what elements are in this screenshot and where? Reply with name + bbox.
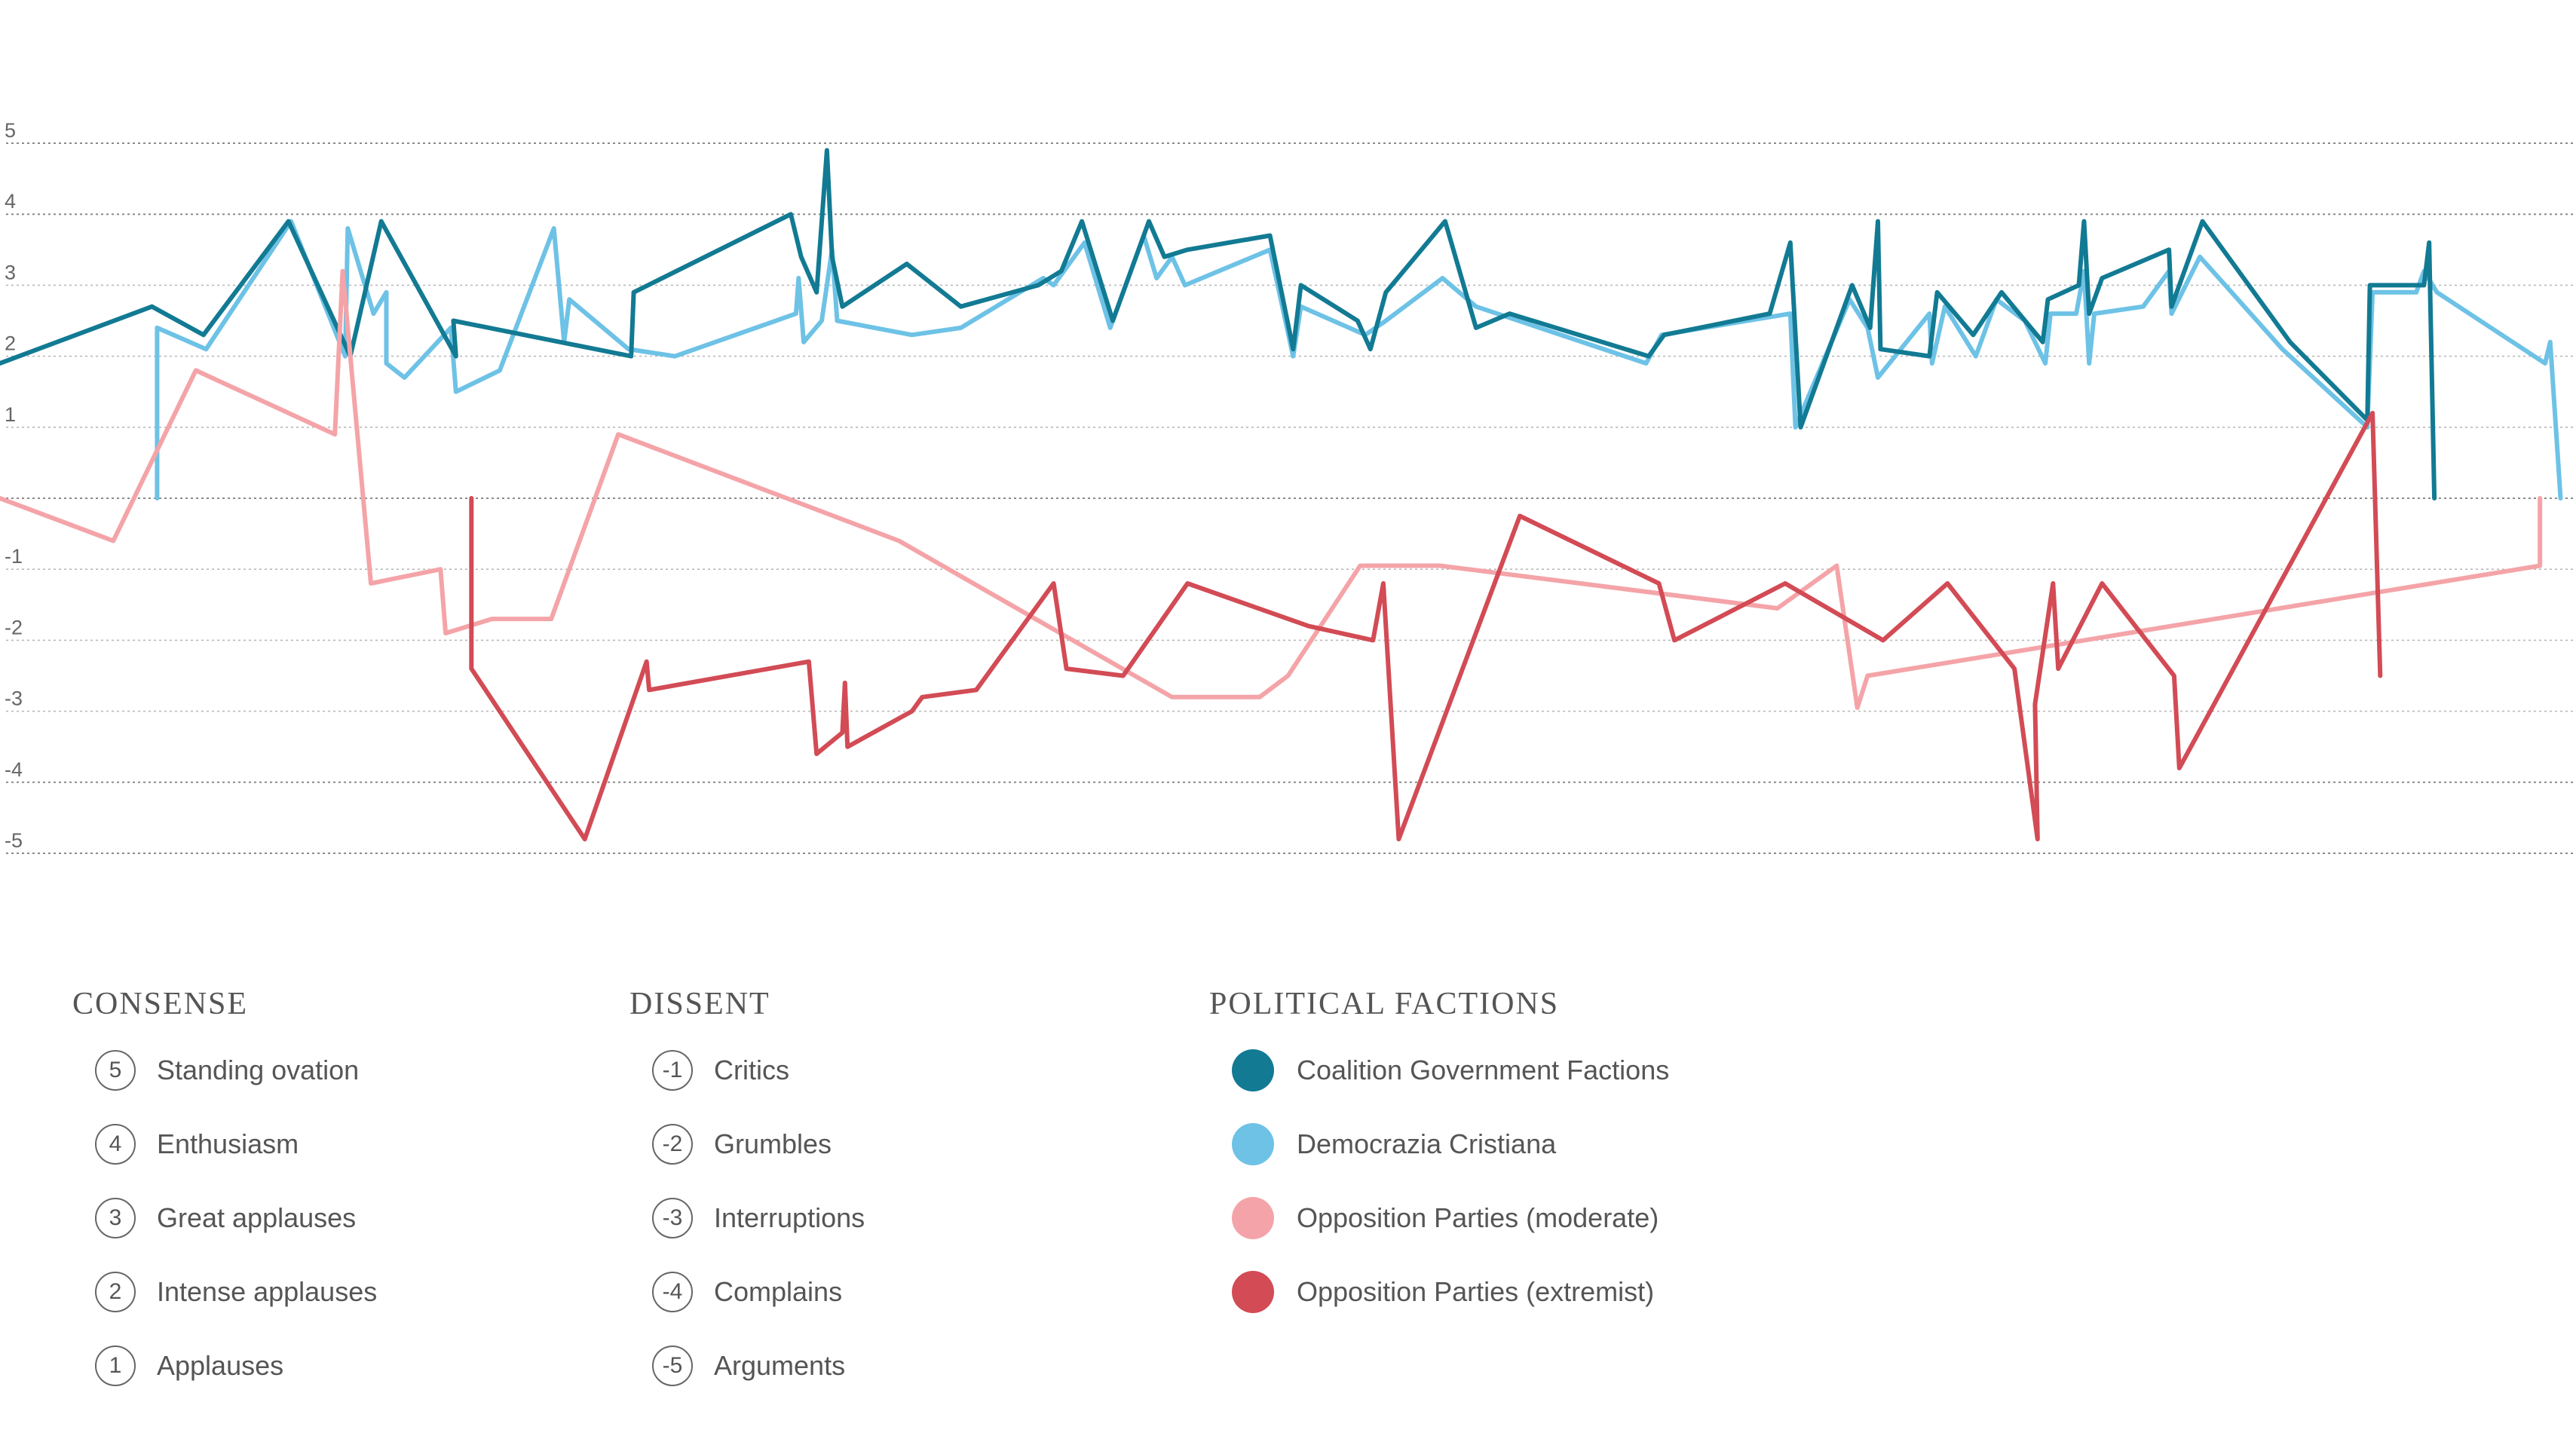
moderate-color-dot xyxy=(1232,1197,1274,1239)
chart: 5 4 3 2 1 -1 -2 -3 -4 -5 xyxy=(0,119,2576,854)
chart-series xyxy=(0,148,2563,842)
level-minus-4-badge: -4 xyxy=(652,1272,693,1312)
legend-label: Standing ovation xyxy=(157,1055,360,1085)
legend-consense: CONSENSE 5 Standing ovation 4 Enthusiasm… xyxy=(72,986,377,1419)
legend-factions-title: POLITICAL FACTIONS xyxy=(1209,987,1560,1021)
level-minus-3-badge: -3 xyxy=(652,1198,693,1238)
legend-dissent-title: DISSENT xyxy=(629,987,770,1021)
legend-dissent: DISSENT -1 Critics -2 Grumbles -3 Interr… xyxy=(629,986,865,1419)
level-3-badge: 3 xyxy=(95,1198,136,1238)
level-2-badge: 2 xyxy=(95,1272,136,1312)
y-tick-label: 3 xyxy=(5,261,16,283)
legend-label: Critics xyxy=(714,1055,789,1085)
legend-label: Interruptions xyxy=(714,1202,865,1233)
level-4-badge: 4 xyxy=(95,1124,136,1165)
legend-item-democrazia-cristiana: Democrazia Cristiana xyxy=(1209,1123,1669,1165)
y-tick-label: 2 xyxy=(5,332,16,355)
y-tick-label: 4 xyxy=(5,190,16,213)
y-tick-label: -3 xyxy=(5,687,23,710)
legend-consense-title: CONSENSE xyxy=(72,987,249,1021)
level-5-badge: 5 xyxy=(95,1050,136,1091)
legend-label: Complains xyxy=(714,1276,843,1307)
legend-label: Opposition Parties (extremist) xyxy=(1297,1276,1655,1307)
legend-label: Enthusiasm xyxy=(157,1128,299,1159)
legend-label: Coalition Government Factions xyxy=(1297,1055,1670,1085)
chart-grid: 5 4 3 2 1 -1 -2 -3 -4 -5 xyxy=(5,119,2576,854)
legend-item-great-applauses: 3 Great applauses xyxy=(72,1197,377,1239)
legend-label: Arguments xyxy=(714,1350,846,1381)
level-1-badge: 1 xyxy=(95,1346,136,1386)
legend-item-intense-applauses: 2 Intense applauses xyxy=(72,1271,377,1313)
series-line-democrazia-cristiana xyxy=(155,219,2563,501)
legend-item-arguments: -5 Arguments xyxy=(629,1345,865,1387)
y-tick-label: -2 xyxy=(5,616,23,638)
series-line-coalition-government-factions xyxy=(0,148,2437,501)
legend-item-opposition-extremist: Opposition Parties (extremist) xyxy=(1209,1271,1669,1313)
coalition-color-dot xyxy=(1232,1049,1274,1091)
legend-label: Great applauses xyxy=(157,1202,357,1233)
legend-item-grumbles: -2 Grumbles xyxy=(629,1123,865,1165)
legend-item-critics: -1 Critics xyxy=(629,1049,865,1091)
dc-color-dot xyxy=(1232,1123,1274,1165)
series-line-opposition-parties-moderate xyxy=(0,268,2543,710)
legend-label: Applauses xyxy=(157,1350,284,1381)
extremist-color-dot xyxy=(1232,1271,1274,1313)
legend-label: Opposition Parties (moderate) xyxy=(1297,1202,1659,1233)
legend-item-interruptions: -3 Interruptions xyxy=(629,1197,865,1239)
y-tick-label: 1 xyxy=(5,403,16,426)
series-line-opposition-parties-extremist xyxy=(469,411,2383,842)
level-minus-5-badge: -5 xyxy=(652,1346,693,1386)
legend-item-standing-ovation: 5 Standing ovation xyxy=(72,1049,377,1091)
y-tick-label: -1 xyxy=(5,545,23,568)
legend-item-applauses: 1 Applauses xyxy=(72,1345,377,1387)
y-tick-label: -4 xyxy=(5,758,23,781)
level-minus-1-badge: -1 xyxy=(652,1050,693,1091)
legend-item-enthusiasm: 4 Enthusiasm xyxy=(72,1123,377,1165)
legend-label: Democrazia Cristiana xyxy=(1297,1128,1557,1159)
legend-label: Grumbles xyxy=(714,1128,832,1159)
legend-factions: POLITICAL FACTIONS Coalition Government … xyxy=(1209,986,1669,1345)
legend-label: Intense applauses xyxy=(157,1276,378,1307)
y-tick-label: -5 xyxy=(5,829,23,852)
legend-item-coalition: Coalition Government Factions xyxy=(1209,1049,1669,1091)
level-minus-2-badge: -2 xyxy=(652,1124,693,1165)
y-tick-label: 5 xyxy=(5,119,16,142)
legend-item-opposition-moderate: Opposition Parties (moderate) xyxy=(1209,1197,1669,1239)
legend-item-complains: -4 Complains xyxy=(629,1271,865,1313)
